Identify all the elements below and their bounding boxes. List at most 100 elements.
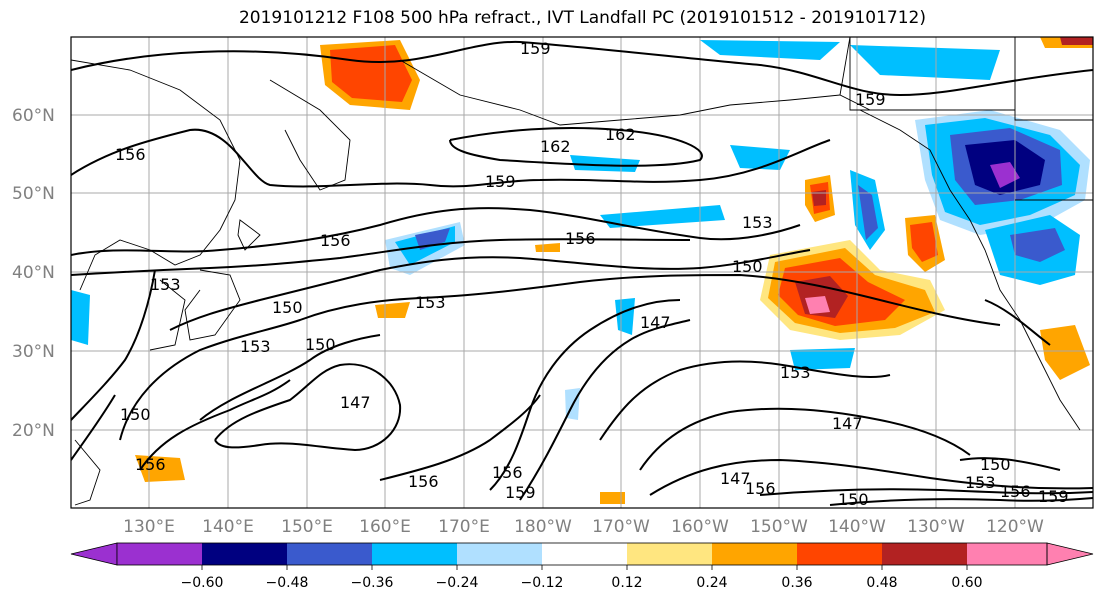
shade-blob xyxy=(1010,228,1065,262)
contour-label: 147 xyxy=(340,393,371,412)
latitude-labels: 60°N 50°N 40°N 30°N 20°N xyxy=(12,106,55,441)
shade-blob xyxy=(615,298,635,335)
shade-blob xyxy=(910,222,938,262)
contour-line xyxy=(649,458,1093,496)
colorbar-tick-label: 0.60 xyxy=(951,575,982,591)
colorbar-segment xyxy=(542,543,627,565)
colorbar-segment xyxy=(287,543,372,565)
colorbar-extend-high xyxy=(1046,542,1094,566)
chart-title: 2019101212 F108 500 hPa refract., IVT La… xyxy=(238,8,926,28)
contour-line xyxy=(639,407,971,471)
shade-blob xyxy=(1040,325,1090,380)
contour-label: 147 xyxy=(720,469,751,488)
contour-label: 156 xyxy=(745,479,776,498)
shade-blob xyxy=(135,455,185,482)
contour-label: 150 xyxy=(305,335,336,354)
colorbar-segment xyxy=(967,543,1047,565)
lon-label: 150°E xyxy=(281,517,333,537)
contour-label: 156 xyxy=(135,455,166,474)
height-contours xyxy=(71,40,1093,506)
colorbar-segment xyxy=(117,543,202,565)
contour-line xyxy=(489,299,681,491)
colorbar-segment xyxy=(797,543,882,565)
shade-blob xyxy=(71,290,90,345)
lon-label: 130°E xyxy=(123,517,175,537)
contour-line xyxy=(829,497,1093,506)
shade-blob xyxy=(570,155,640,172)
contour-line xyxy=(214,363,402,452)
contour-label: 162 xyxy=(605,125,636,144)
colorbar-segment xyxy=(882,543,967,565)
colorbar-tick-label: −0.12 xyxy=(521,575,564,591)
contour-label: 150 xyxy=(120,405,151,424)
shade-blob xyxy=(600,492,625,504)
shade-blob xyxy=(375,302,410,318)
contour-line xyxy=(199,334,381,421)
contour-line xyxy=(71,128,831,188)
contour-line xyxy=(959,457,1061,471)
lat-label: 30°N xyxy=(12,342,55,362)
lon-label: 150°W xyxy=(750,517,808,537)
map-area xyxy=(71,37,1093,508)
shade-blob xyxy=(812,190,826,206)
lat-label: 60°N xyxy=(12,106,55,126)
shade-blob xyxy=(805,296,830,314)
contour-labels: 159 159 156 162 162 159 156 156 153 150 … xyxy=(115,39,1069,509)
lon-label: 160°W xyxy=(671,517,729,537)
contour-label: 159 xyxy=(520,39,551,58)
lon-label: 140°E xyxy=(202,517,254,537)
contour-label: 150 xyxy=(732,257,763,276)
shade-blob xyxy=(730,145,790,170)
contour-label: 153 xyxy=(150,275,181,294)
lat-label: 20°N xyxy=(12,421,55,441)
shaded-anomalies xyxy=(71,37,1093,504)
contour-label: 159 xyxy=(1038,487,1069,506)
colorbar-tick-label: −0.60 xyxy=(181,575,224,591)
contour-label: 153 xyxy=(965,473,996,492)
colorbar-segment xyxy=(372,543,457,565)
lon-label: 170°E xyxy=(438,517,490,537)
contour-label: 162 xyxy=(540,137,571,156)
contour-label: 156 xyxy=(1000,482,1031,501)
lon-label: 180°W xyxy=(514,517,572,537)
shade-blob xyxy=(990,162,1020,188)
colorbar-extend-low xyxy=(70,542,118,566)
contour-label: 159 xyxy=(485,172,516,191)
contour-line xyxy=(169,249,811,331)
colorbar-tick-label: −0.36 xyxy=(351,575,394,591)
lat-label: 50°N xyxy=(12,184,55,204)
contour-line xyxy=(599,360,891,441)
colorbar-tick-label: 0.24 xyxy=(696,575,727,591)
lon-label: 140°W xyxy=(828,517,886,537)
contour-line xyxy=(71,269,156,421)
contour-label: 150 xyxy=(838,490,869,509)
shade-blob xyxy=(700,40,840,60)
colorbar-tick-label: −0.48 xyxy=(266,575,309,591)
contour-line xyxy=(71,394,116,461)
contour-label: 153 xyxy=(415,293,446,312)
contour-label: 153 xyxy=(780,363,811,382)
shade-blob xyxy=(1060,37,1093,45)
contour-label: 159 xyxy=(505,483,536,502)
colorbar-frame xyxy=(116,542,1048,566)
colorbar-tick-label: −0.24 xyxy=(436,575,479,591)
shade-blob xyxy=(600,205,725,228)
contour-line xyxy=(519,319,691,501)
contour-label: 156 xyxy=(492,463,523,482)
colorbar: −0.60 −0.48 −0.36 −0.24 −0.12 0.12 0.24 … xyxy=(70,542,1094,591)
contour-label: 147 xyxy=(640,313,671,332)
contour-line xyxy=(139,379,291,471)
contour-line xyxy=(71,207,801,256)
colorbar-tick-label: 0.12 xyxy=(611,575,642,591)
colorbar-segment xyxy=(712,543,797,565)
shade-blob xyxy=(790,348,855,370)
contour-label: 153 xyxy=(742,213,773,232)
contour-line xyxy=(119,273,1001,441)
contour-label: 150 xyxy=(980,455,1011,474)
lon-label: 130°W xyxy=(907,517,965,537)
contour-line xyxy=(71,238,691,276)
shade-blob xyxy=(850,45,1000,80)
contour-label: 159 xyxy=(855,90,886,109)
longitude-labels: 130°E 140°E 150°E 160°E 170°E 180°W 170°… xyxy=(123,517,1044,537)
contour-label: 156 xyxy=(320,231,351,250)
